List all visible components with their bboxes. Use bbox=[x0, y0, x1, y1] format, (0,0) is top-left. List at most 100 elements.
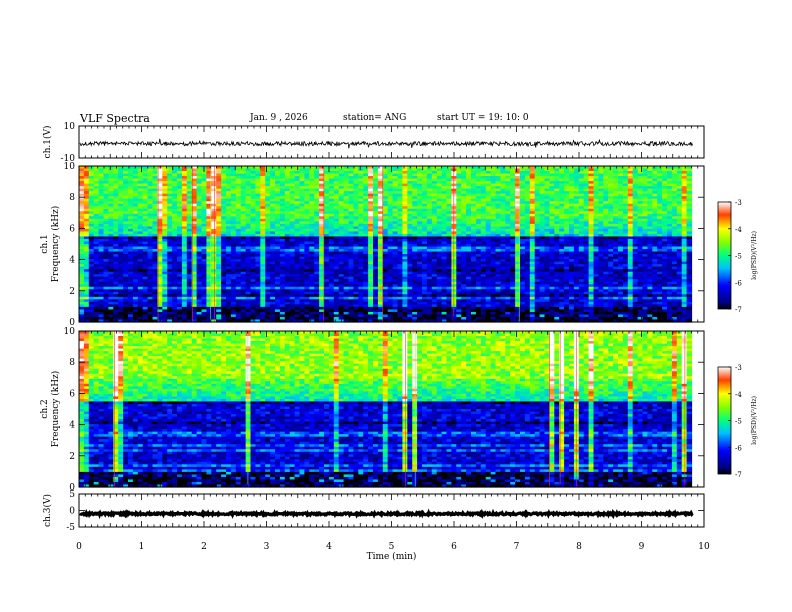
spectrogram-cell bbox=[490, 168, 497, 172]
spectrogram-cell bbox=[211, 241, 217, 245]
spectrogram-cell bbox=[167, 223, 173, 227]
spectrogram-cell bbox=[348, 223, 354, 227]
spectrogram-cell bbox=[181, 238, 188, 243]
spectrogram-cell bbox=[637, 228, 644, 233]
spectrogram-cell bbox=[83, 241, 90, 245]
spectrogram-cell bbox=[549, 264, 555, 268]
spectrogram-cell bbox=[578, 218, 585, 222]
spectrogram-cell bbox=[132, 183, 139, 187]
spectrogram-cell bbox=[260, 183, 266, 187]
spectrogram-cell bbox=[196, 233, 203, 238]
spectrogram-cell bbox=[603, 186, 609, 190]
spectrogram-cell bbox=[235, 251, 242, 255]
spectrogram-cell bbox=[412, 251, 418, 255]
spectrogram-cell bbox=[456, 254, 462, 258]
spectrogram-cell bbox=[333, 213, 340, 217]
spectrogram-cell bbox=[446, 259, 452, 263]
spectrogram-cell bbox=[549, 228, 555, 233]
spectrogram-cell bbox=[520, 198, 526, 202]
spectrogram-cell bbox=[671, 259, 678, 263]
spectrogram-cell bbox=[289, 198, 296, 202]
spectrogram-cell bbox=[583, 213, 590, 217]
spectrogram-cell bbox=[657, 206, 663, 210]
spectrogram-cell bbox=[426, 251, 433, 255]
spectrogram-cell bbox=[681, 188, 688, 192]
spectrogram-cell bbox=[270, 206, 276, 210]
spectrogram-cell bbox=[471, 244, 477, 248]
spectrogram-cell bbox=[333, 186, 340, 190]
spectrogram-cell bbox=[397, 193, 403, 197]
spectrogram-cell bbox=[515, 241, 521, 245]
spectrogram-cell bbox=[632, 256, 639, 260]
spectrogram-cell bbox=[93, 188, 100, 192]
spectrogram-cell bbox=[676, 261, 683, 265]
spectrogram-cell bbox=[186, 221, 193, 225]
spectrogram-cell bbox=[451, 191, 457, 195]
spectrogram-cell bbox=[147, 251, 154, 255]
spectrogram-cell bbox=[534, 241, 541, 245]
spectrogram-cell bbox=[358, 176, 364, 180]
spectrogram-cell bbox=[255, 246, 261, 250]
spectrogram-cell bbox=[260, 186, 266, 190]
spectrogram-cell bbox=[279, 183, 286, 187]
spectrogram-cell bbox=[461, 183, 467, 187]
spectrogram-cell bbox=[79, 223, 85, 227]
spectrogram-cell bbox=[544, 183, 550, 187]
spectrogram-cell bbox=[529, 223, 536, 227]
spectrogram-cell bbox=[554, 231, 560, 235]
spectrogram-cell bbox=[211, 246, 217, 250]
spectrogram-cell bbox=[510, 193, 516, 197]
spectrogram-cell bbox=[363, 238, 369, 243]
spectrogram-cell bbox=[515, 251, 521, 255]
spectrogram-cell bbox=[348, 183, 354, 187]
spectrogram-cell bbox=[588, 183, 595, 187]
spectrogram-cell bbox=[549, 223, 555, 227]
spectrogram-cell bbox=[196, 198, 203, 202]
spectrogram-cell bbox=[480, 218, 487, 222]
spectrogram-cell bbox=[593, 208, 599, 212]
spectrogram-cell bbox=[652, 221, 658, 225]
spectrogram-cell bbox=[431, 231, 438, 235]
spectrogram-cell bbox=[255, 213, 261, 217]
spectrogram-cell bbox=[353, 168, 359, 172]
spectrogram-cell bbox=[583, 198, 590, 202]
spectrogram-cell bbox=[456, 226, 462, 230]
spectrogram-cell bbox=[211, 223, 217, 227]
spectrogram-cell bbox=[544, 254, 550, 258]
spectrogram-cell bbox=[598, 231, 604, 235]
spectrogram-cell bbox=[103, 166, 109, 170]
spectrogram-cell bbox=[181, 188, 188, 192]
spectrogram-cell bbox=[681, 259, 688, 263]
spectrogram-cell bbox=[461, 221, 467, 225]
spectrogram-cell bbox=[642, 178, 648, 182]
spectrogram-cell bbox=[603, 256, 609, 260]
spectrogram-cell bbox=[480, 168, 487, 172]
spectrogram-cell bbox=[343, 236, 350, 240]
spectrogram-cell bbox=[647, 236, 653, 240]
spectrogram-cell bbox=[132, 191, 139, 195]
spectrogram-cell bbox=[132, 233, 139, 238]
spectrogram-cell bbox=[446, 203, 452, 207]
spectrogram-cell bbox=[475, 183, 482, 187]
spectrogram-cell bbox=[446, 213, 452, 217]
spectrogram-cell bbox=[260, 259, 266, 263]
spectrogram-cell bbox=[88, 201, 95, 205]
spectrogram-cell bbox=[671, 261, 678, 265]
spectrogram-cell bbox=[671, 186, 678, 190]
spectrogram-cell bbox=[275, 231, 281, 235]
spectrogram-cell bbox=[309, 216, 315, 220]
spectrogram-cell bbox=[108, 171, 114, 175]
spectrogram-cell bbox=[471, 261, 477, 265]
spectrogram-cell bbox=[485, 218, 492, 222]
spectrogram-cell bbox=[177, 236, 183, 240]
spectrogram-cell bbox=[475, 259, 482, 263]
spectrogram-cell bbox=[578, 188, 585, 192]
spectrogram-cell bbox=[113, 226, 119, 230]
spectrogram-cell bbox=[177, 246, 183, 250]
spectrogram-cell bbox=[554, 256, 560, 260]
spectrogram-cell bbox=[613, 201, 619, 205]
spectrogram-cell bbox=[524, 203, 531, 207]
spectrogram-cell bbox=[417, 249, 423, 253]
spectrogram-cell bbox=[270, 264, 276, 268]
spectrogram-cell bbox=[157, 191, 163, 195]
